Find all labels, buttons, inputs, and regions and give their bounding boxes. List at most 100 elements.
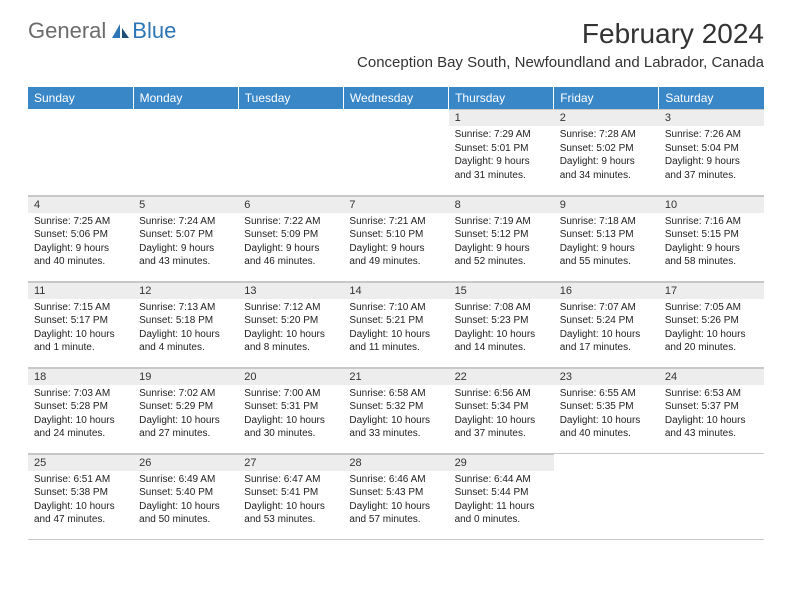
calendar-cell: 28Sunrise: 6:46 AMSunset: 5:43 PMDayligh… [343,453,448,539]
logo: General Blue [28,18,176,44]
calendar-cell: 15Sunrise: 7:08 AMSunset: 5:23 PMDayligh… [449,281,554,367]
day-data: Sunrise: 6:47 AMSunset: 5:41 PMDaylight:… [238,471,343,529]
calendar-header-row: SundayMondayTuesdayWednesdayThursdayFrid… [28,87,764,109]
day-number: 18 [28,368,133,385]
weekday-header: Monday [133,87,238,109]
calendar-cell: .. [238,109,343,195]
day-data: Sunrise: 7:22 AMSunset: 5:09 PMDaylight:… [238,213,343,271]
day-number: 22 [449,368,554,385]
day-number: 10 [659,196,764,213]
day-number: 15 [449,282,554,299]
day-data: Sunrise: 7:03 AMSunset: 5:28 PMDaylight:… [28,385,133,443]
logo-text-blue: Blue [132,18,176,44]
calendar-cell: .. [28,109,133,195]
day-number: 3 [659,109,764,126]
calendar-row: 25Sunrise: 6:51 AMSunset: 5:38 PMDayligh… [28,453,764,539]
title-block: February 2024 Conception Bay South, Newf… [357,18,764,71]
day-data: Sunrise: 7:16 AMSunset: 5:15 PMDaylight:… [659,213,764,271]
calendar-cell: 17Sunrise: 7:05 AMSunset: 5:26 PMDayligh… [659,281,764,367]
calendar-cell: 26Sunrise: 6:49 AMSunset: 5:40 PMDayligh… [133,453,238,539]
day-data: Sunrise: 7:15 AMSunset: 5:17 PMDaylight:… [28,299,133,357]
weekday-header: Sunday [28,87,133,109]
calendar-cell: 9Sunrise: 7:18 AMSunset: 5:13 PMDaylight… [554,195,659,281]
day-data: Sunrise: 7:13 AMSunset: 5:18 PMDaylight:… [133,299,238,357]
day-data: Sunrise: 7:07 AMSunset: 5:24 PMDaylight:… [554,299,659,357]
day-number: 27 [238,454,343,471]
calendar-table: SundayMondayTuesdayWednesdayThursdayFrid… [28,87,764,540]
day-number: 6 [238,196,343,213]
day-data: Sunrise: 7:29 AMSunset: 5:01 PMDaylight:… [449,126,554,184]
calendar-cell: 11Sunrise: 7:15 AMSunset: 5:17 PMDayligh… [28,281,133,367]
calendar-cell: 21Sunrise: 6:58 AMSunset: 5:32 PMDayligh… [343,367,448,453]
calendar-row: 11Sunrise: 7:15 AMSunset: 5:17 PMDayligh… [28,281,764,367]
calendar-cell: 4Sunrise: 7:25 AMSunset: 5:06 PMDaylight… [28,195,133,281]
day-number: 24 [659,368,764,385]
day-data: Sunrise: 6:55 AMSunset: 5:35 PMDaylight:… [554,385,659,443]
day-data: Sunrise: 7:21 AMSunset: 5:10 PMDaylight:… [343,213,448,271]
day-data: Sunrise: 7:24 AMSunset: 5:07 PMDaylight:… [133,213,238,271]
day-data: Sunrise: 6:56 AMSunset: 5:34 PMDaylight:… [449,385,554,443]
calendar-row: 4Sunrise: 7:25 AMSunset: 5:06 PMDaylight… [28,195,764,281]
day-data: Sunrise: 7:25 AMSunset: 5:06 PMDaylight:… [28,213,133,271]
calendar-cell: 18Sunrise: 7:03 AMSunset: 5:28 PMDayligh… [28,367,133,453]
day-number: 9 [554,196,659,213]
calendar-cell: 16Sunrise: 7:07 AMSunset: 5:24 PMDayligh… [554,281,659,367]
calendar-cell: .. [133,109,238,195]
day-number: 7 [343,196,448,213]
weekday-header: Thursday [449,87,554,109]
day-data: Sunrise: 6:53 AMSunset: 5:37 PMDaylight:… [659,385,764,443]
day-data: Sunrise: 7:08 AMSunset: 5:23 PMDaylight:… [449,299,554,357]
day-number: 12 [133,282,238,299]
day-number: 20 [238,368,343,385]
day-data: Sunrise: 7:12 AMSunset: 5:20 PMDaylight:… [238,299,343,357]
calendar-cell: 13Sunrise: 7:12 AMSunset: 5:20 PMDayligh… [238,281,343,367]
day-data: Sunrise: 7:00 AMSunset: 5:31 PMDaylight:… [238,385,343,443]
calendar-cell: 1Sunrise: 7:29 AMSunset: 5:01 PMDaylight… [449,109,554,195]
calendar-row: ........1Sunrise: 7:29 AMSunset: 5:01 PM… [28,109,764,195]
calendar-cell: 8Sunrise: 7:19 AMSunset: 5:12 PMDaylight… [449,195,554,281]
day-number: 1 [449,109,554,126]
weekday-header: Saturday [659,87,764,109]
header: General Blue February 2024 Conception Ba… [0,0,792,79]
day-number: 29 [449,454,554,471]
day-data: Sunrise: 6:51 AMSunset: 5:38 PMDaylight:… [28,471,133,529]
calendar-cell: 6Sunrise: 7:22 AMSunset: 5:09 PMDaylight… [238,195,343,281]
day-number: 11 [28,282,133,299]
calendar-cell: 29Sunrise: 6:44 AMSunset: 5:44 PMDayligh… [449,453,554,539]
weekday-header: Wednesday [343,87,448,109]
day-data: Sunrise: 6:46 AMSunset: 5:43 PMDaylight:… [343,471,448,529]
day-data: Sunrise: 7:02 AMSunset: 5:29 PMDaylight:… [133,385,238,443]
weekday-header: Friday [554,87,659,109]
calendar-cell: 14Sunrise: 7:10 AMSunset: 5:21 PMDayligh… [343,281,448,367]
calendar-cell: 22Sunrise: 6:56 AMSunset: 5:34 PMDayligh… [449,367,554,453]
calendar-cell: 3Sunrise: 7:26 AMSunset: 5:04 PMDaylight… [659,109,764,195]
day-number: 26 [133,454,238,471]
calendar-cell: 10Sunrise: 7:16 AMSunset: 5:15 PMDayligh… [659,195,764,281]
logo-sail-icon [110,22,130,40]
calendar-body: ........1Sunrise: 7:29 AMSunset: 5:01 PM… [28,109,764,539]
calendar-cell: 20Sunrise: 7:00 AMSunset: 5:31 PMDayligh… [238,367,343,453]
calendar-cell: 2Sunrise: 7:28 AMSunset: 5:02 PMDaylight… [554,109,659,195]
calendar-cell: 25Sunrise: 6:51 AMSunset: 5:38 PMDayligh… [28,453,133,539]
day-number: 14 [343,282,448,299]
calendar-cell: 23Sunrise: 6:55 AMSunset: 5:35 PMDayligh… [554,367,659,453]
day-data: Sunrise: 7:10 AMSunset: 5:21 PMDaylight:… [343,299,448,357]
calendar-cell: 27Sunrise: 6:47 AMSunset: 5:41 PMDayligh… [238,453,343,539]
logo-text-general: General [28,18,106,44]
day-number: 8 [449,196,554,213]
calendar-cell: 5Sunrise: 7:24 AMSunset: 5:07 PMDaylight… [133,195,238,281]
day-data: Sunrise: 6:44 AMSunset: 5:44 PMDaylight:… [449,471,554,529]
day-data: Sunrise: 7:05 AMSunset: 5:26 PMDaylight:… [659,299,764,357]
calendar-cell: .. [659,453,764,539]
day-number: 17 [659,282,764,299]
calendar-cell: 12Sunrise: 7:13 AMSunset: 5:18 PMDayligh… [133,281,238,367]
location: Conception Bay South, Newfoundland and L… [357,54,764,71]
calendar-row: 18Sunrise: 7:03 AMSunset: 5:28 PMDayligh… [28,367,764,453]
day-data: Sunrise: 7:26 AMSunset: 5:04 PMDaylight:… [659,126,764,184]
month-title: February 2024 [357,18,764,50]
day-data: Sunrise: 7:19 AMSunset: 5:12 PMDaylight:… [449,213,554,271]
day-data: Sunrise: 6:58 AMSunset: 5:32 PMDaylight:… [343,385,448,443]
day-number: 25 [28,454,133,471]
calendar-cell: .. [343,109,448,195]
day-number: 5 [133,196,238,213]
